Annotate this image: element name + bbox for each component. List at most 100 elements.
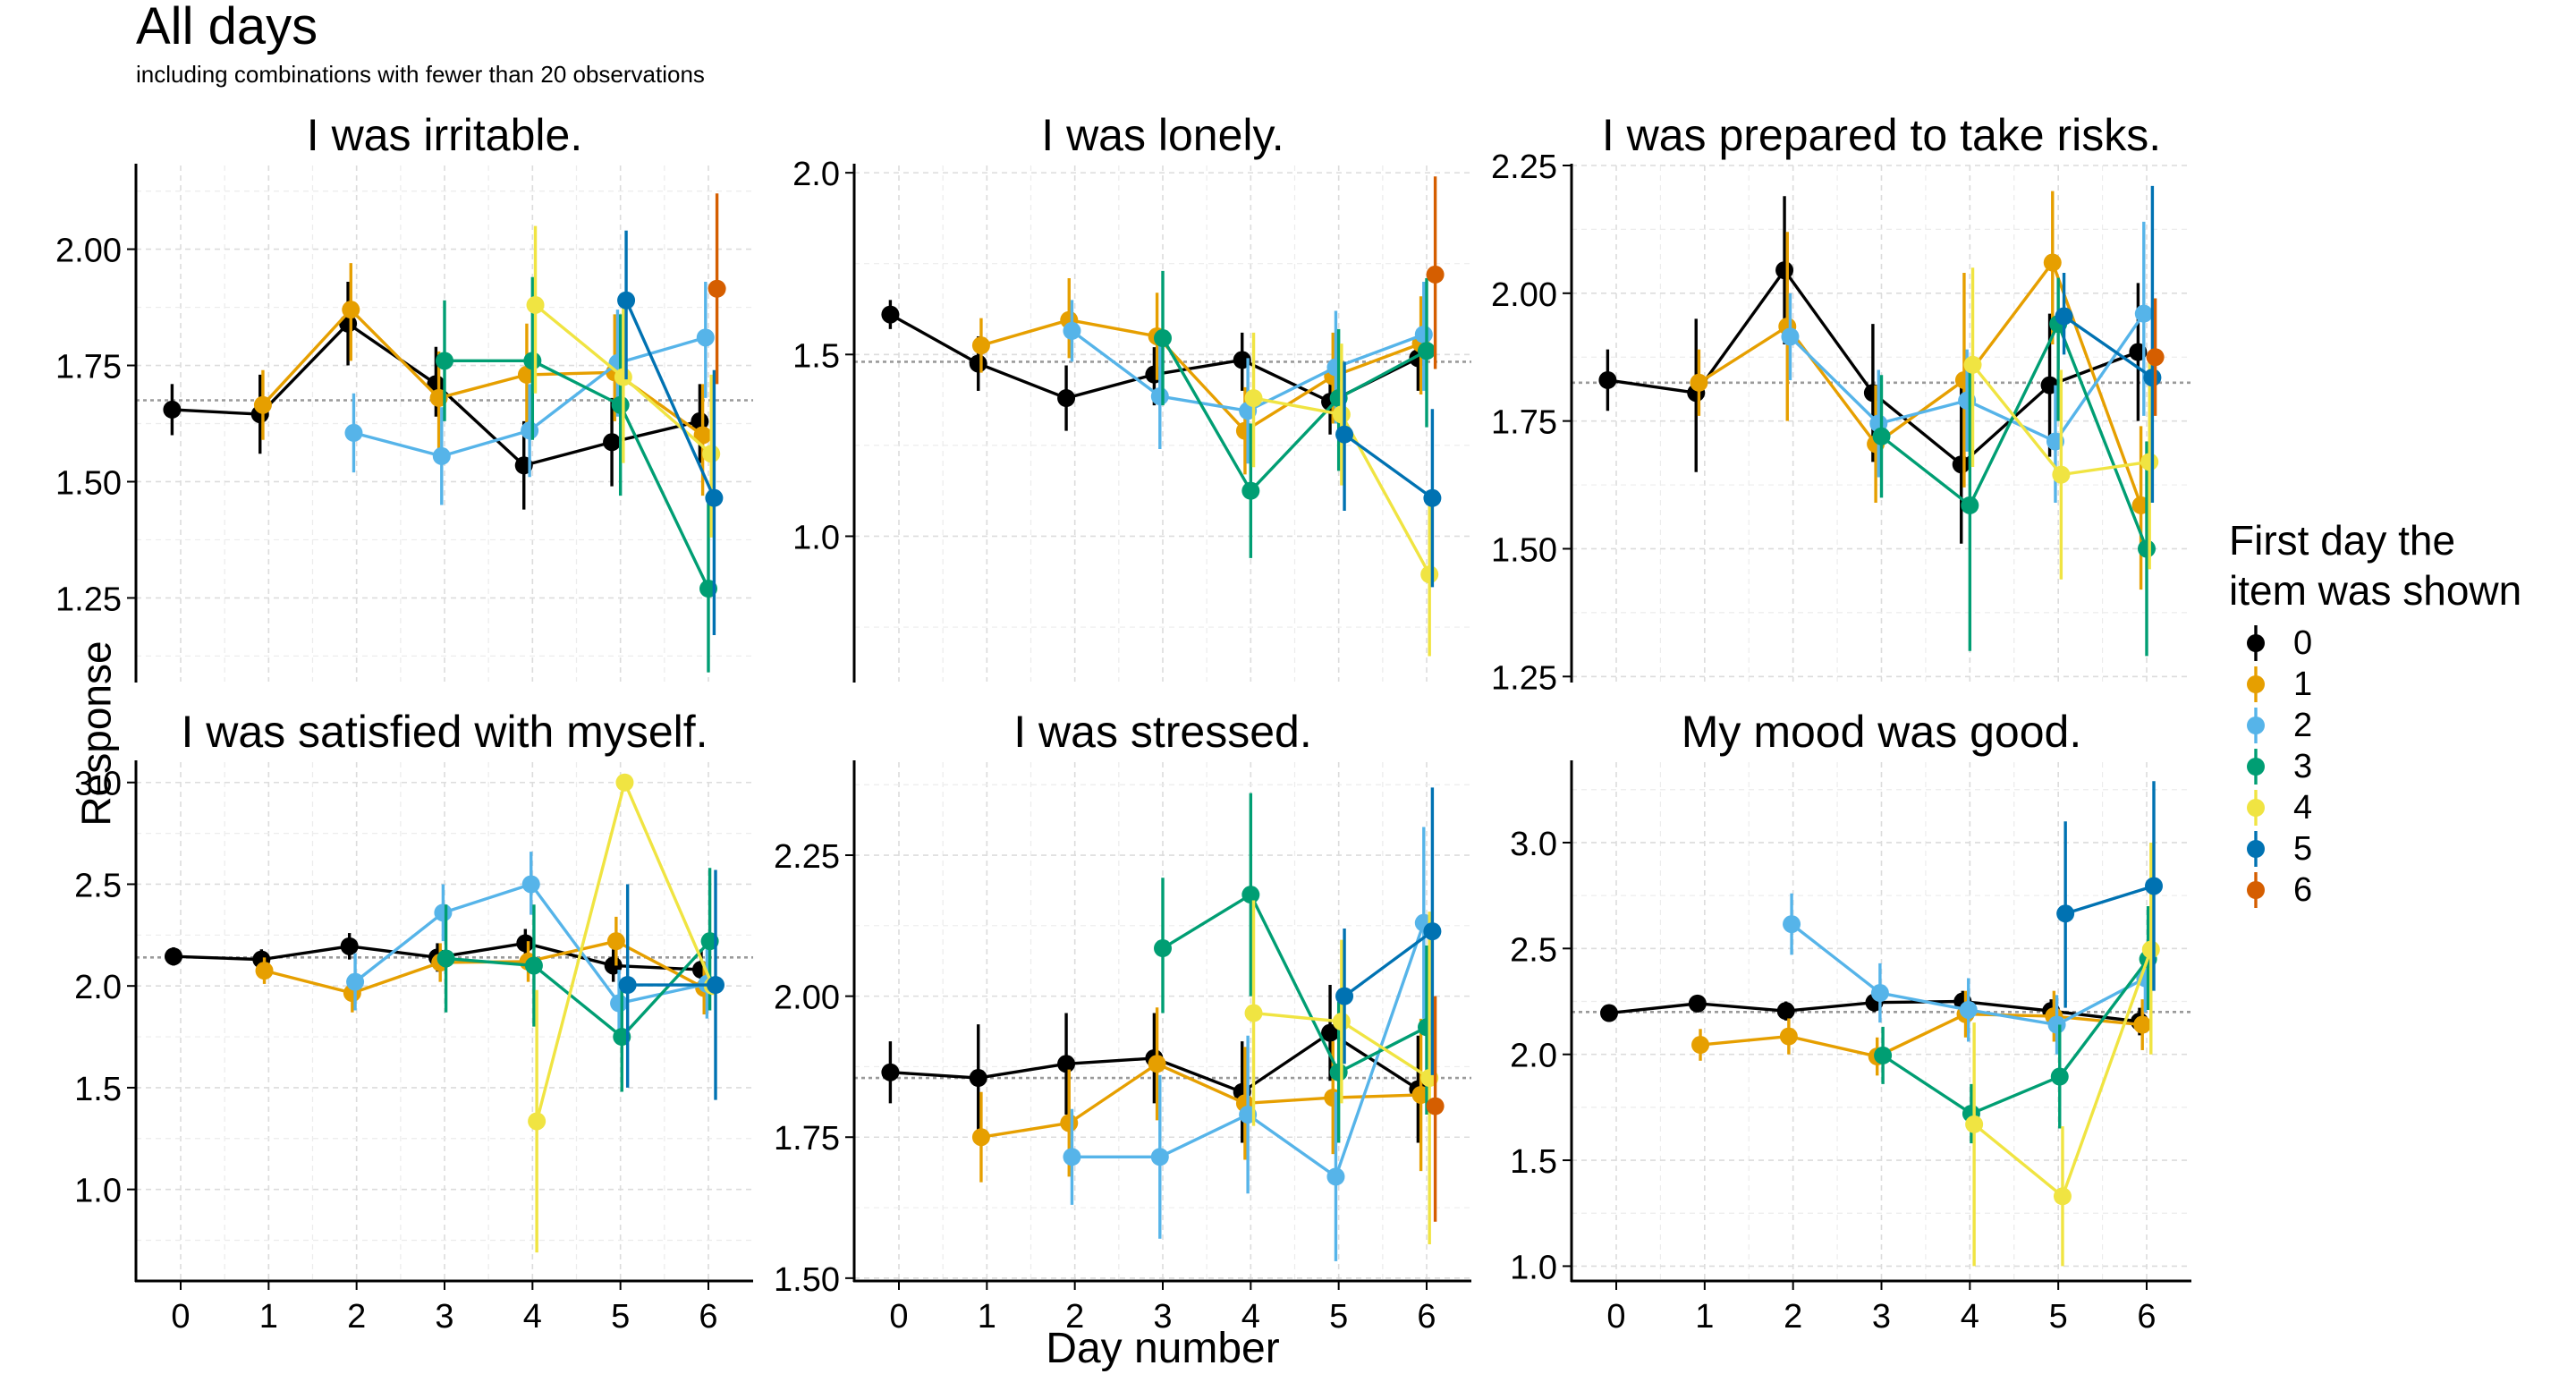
data-point — [1874, 1046, 1893, 1064]
page-title: All days — [136, 0, 318, 55]
y-tick-label: 1.0 — [74, 1173, 122, 1210]
data-point — [1150, 1148, 1169, 1166]
y-tick-label: 3.0 — [74, 766, 122, 803]
series-line — [624, 300, 716, 499]
page-subtitle: including combinations with fewer than 2… — [136, 61, 705, 88]
x-tick-label: 0 — [1606, 1298, 1625, 1336]
series-5 — [2056, 781, 2163, 1008]
series-5 — [617, 230, 724, 636]
series-1 — [971, 1007, 1430, 1183]
series-6 — [2146, 298, 2165, 416]
data-point — [705, 488, 724, 507]
data-point — [434, 903, 453, 922]
legend-item: 1 — [2229, 664, 2521, 705]
data-point — [1963, 355, 1982, 374]
legend-label: 5 — [2293, 830, 2313, 868]
data-point — [2050, 1067, 2069, 1086]
panel-title: I was prepared to take risks. — [1602, 110, 2161, 160]
data-point — [516, 934, 535, 953]
legend-title: First day the item was shown — [2229, 517, 2522, 614]
data-point — [610, 994, 629, 1013]
data-point — [1600, 1004, 1618, 1022]
data-point — [2146, 348, 2165, 367]
legend-key-dot — [2247, 799, 2265, 817]
data-point — [1959, 1000, 1978, 1019]
data-point — [1872, 427, 1891, 445]
legend-key-dot — [2247, 758, 2265, 776]
data-point — [1063, 321, 1081, 340]
legend-key-icon — [2247, 790, 2265, 826]
series-4 — [528, 773, 722, 1253]
data-point — [2140, 453, 2159, 471]
data-point — [1326, 1167, 1345, 1186]
series-5 — [2055, 185, 2162, 504]
data-point — [1688, 994, 1707, 1013]
data-point — [615, 773, 634, 792]
data-point — [2141, 940, 2160, 959]
data-point — [1775, 261, 1794, 280]
data-point — [1423, 922, 1442, 941]
x-tick-label: 4 — [523, 1298, 542, 1336]
y-tick-label: 1.75 — [55, 349, 122, 386]
y-tick-label: 1.50 — [55, 464, 122, 502]
data-point — [1057, 389, 1076, 408]
data-point — [1332, 1013, 1351, 1030]
data-point — [521, 875, 540, 894]
x-tick-label: 3 — [435, 1298, 453, 1336]
y-tick-label: 2.0 — [1510, 1038, 1557, 1075]
y-tick-label: 1.75 — [1491, 404, 1557, 442]
panel-title: I was irritable. — [307, 110, 582, 160]
y-tick-label: 1.5 — [1510, 1143, 1557, 1181]
data-point — [1691, 1036, 1710, 1055]
data-point — [2047, 1015, 2066, 1034]
data-point — [1057, 1055, 1076, 1073]
data-point — [2055, 307, 2073, 326]
legend-key-icon — [2247, 666, 2265, 702]
y-tick-label: 1.25 — [1491, 659, 1557, 697]
legend-key-icon — [2247, 831, 2265, 867]
data-point — [523, 352, 542, 370]
data-point — [1598, 370, 1617, 389]
data-point — [881, 1063, 900, 1081]
data-point — [1423, 488, 1442, 507]
series-line — [445, 940, 711, 1039]
y-tick-label: 2.25 — [774, 838, 840, 876]
data-point — [253, 395, 272, 414]
data-point — [707, 976, 724, 995]
data-point — [436, 949, 455, 968]
data-point — [617, 291, 636, 310]
series-2 — [1783, 893, 2155, 1055]
data-point — [2056, 904, 2075, 923]
data-point — [881, 305, 900, 324]
series-line — [1162, 893, 1428, 1074]
y-tick-label: 2.0 — [74, 969, 122, 1006]
grid — [136, 762, 753, 1281]
data-point — [1426, 1097, 1445, 1115]
legend-key-dot — [2247, 675, 2265, 693]
data-point — [969, 1069, 987, 1088]
series-3 — [1154, 270, 1436, 558]
y-tick-label: 1.50 — [1491, 531, 1557, 569]
series-line — [980, 1062, 1421, 1139]
y-tick-label: 3.0 — [1510, 826, 1557, 863]
series-0 — [1598, 196, 2148, 544]
legend-label: 2 — [2293, 707, 2313, 744]
x-tick-label: 6 — [699, 1298, 717, 1336]
series-line — [1161, 337, 1428, 493]
legend-item: 0 — [2229, 623, 2521, 664]
panel-title: I was stressed. — [1013, 707, 1311, 757]
data-point — [521, 421, 539, 440]
series-5 — [1335, 787, 1442, 1075]
panel-3: I was prepared to take risks. 1.25 1.50 1.7… — [1491, 110, 2191, 697]
legend-label: 0 — [2293, 624, 2313, 662]
series-5 — [1335, 361, 1442, 588]
series-line — [2063, 315, 2154, 379]
data-point — [340, 937, 359, 955]
data-point — [618, 976, 637, 995]
series-6 — [708, 193, 726, 385]
data-point — [1870, 984, 1889, 1003]
data-point — [971, 336, 990, 355]
panel-1: I was irritable. 1.25 1.50 1.75 2.00 — [55, 110, 753, 683]
